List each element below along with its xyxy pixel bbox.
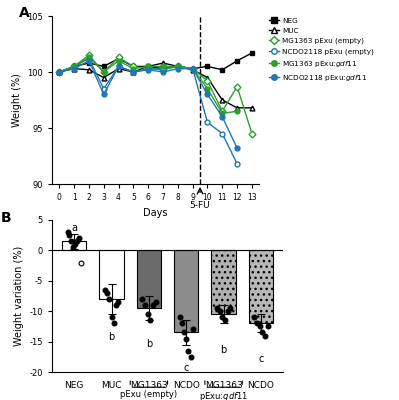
Bar	[211, 250, 236, 314]
Text: b: b	[109, 332, 115, 342]
Bar	[62, 241, 87, 250]
Y-axis label: Weight (%): Weight (%)	[12, 73, 22, 127]
X-axis label: Days: Days	[143, 208, 168, 218]
Bar	[99, 250, 124, 299]
Bar	[249, 250, 273, 323]
Text: a: a	[71, 223, 77, 233]
Text: c: c	[184, 363, 189, 373]
Text: 5-FU: 5-FU	[190, 201, 210, 210]
Bar	[137, 250, 161, 308]
Text: A: A	[19, 6, 30, 20]
Text: b: b	[146, 338, 152, 348]
Text: c: c	[258, 354, 264, 364]
Text: pExu:$\it{gdf11}$: pExu:$\it{gdf11}$	[199, 390, 248, 400]
Text: b: b	[220, 345, 227, 355]
Text: pExu (empty): pExu (empty)	[120, 390, 178, 399]
Y-axis label: Weight variation (%): Weight variation (%)	[14, 246, 24, 346]
Bar	[174, 250, 198, 332]
Text: B: B	[1, 211, 12, 225]
Legend: NEG, MUC, MG1363 pExu (empty), NCDO2118 pExu (empty), MG1363 pExu:​$\it{gdf11}$,: NEG, MUC, MG1363 pExu (empty), NCDO2118 …	[267, 16, 375, 84]
